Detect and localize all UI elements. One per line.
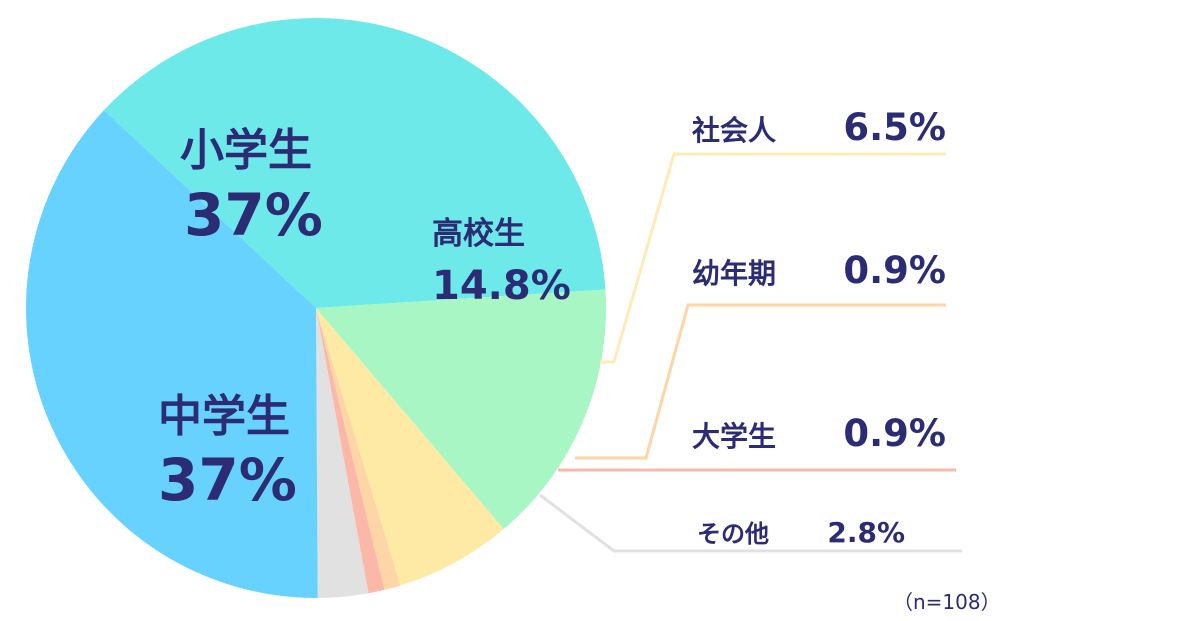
- slice-value-1: 37%: [184, 181, 323, 249]
- slice-value-2: 14.8%: [432, 263, 571, 309]
- leader-line-4: [575, 303, 946, 460]
- slice-value-7: 37%: [158, 446, 297, 514]
- pie-slice-1: [103, 17, 606, 309]
- pie-slice-5: [316, 308, 385, 594]
- slice-label-6: その他: [697, 520, 769, 548]
- pie-slice-4: [316, 308, 401, 590]
- slice-value-6: 2.8%: [827, 516, 905, 549]
- slice-label-5: 大学生: [692, 420, 776, 453]
- leader-lines: [539, 152, 962, 553]
- slice-label-7: 中学生: [158, 391, 290, 442]
- leader-line-6: [539, 493, 962, 553]
- slice-label-3: 社会人: [692, 114, 776, 147]
- slice-label-2: 高校生: [432, 216, 525, 252]
- pie-slice-2: [316, 289, 607, 530]
- slice-value-5: 0.9%: [843, 412, 946, 455]
- sample-size-note: （n=108）: [893, 590, 1001, 614]
- pie-slice-3: [316, 308, 504, 586]
- pie-slice-6: [316, 308, 369, 598]
- slice-value-3: 6.5%: [843, 106, 946, 149]
- pie-slice-7: [25, 110, 318, 599]
- leader-line-3: [600, 152, 946, 364]
- slice-value-4: 0.9%: [843, 249, 946, 292]
- pie-slices: [25, 17, 607, 599]
- slice-label-4: 幼年期: [692, 257, 776, 290]
- slice-label-1: 小学生: [180, 125, 312, 176]
